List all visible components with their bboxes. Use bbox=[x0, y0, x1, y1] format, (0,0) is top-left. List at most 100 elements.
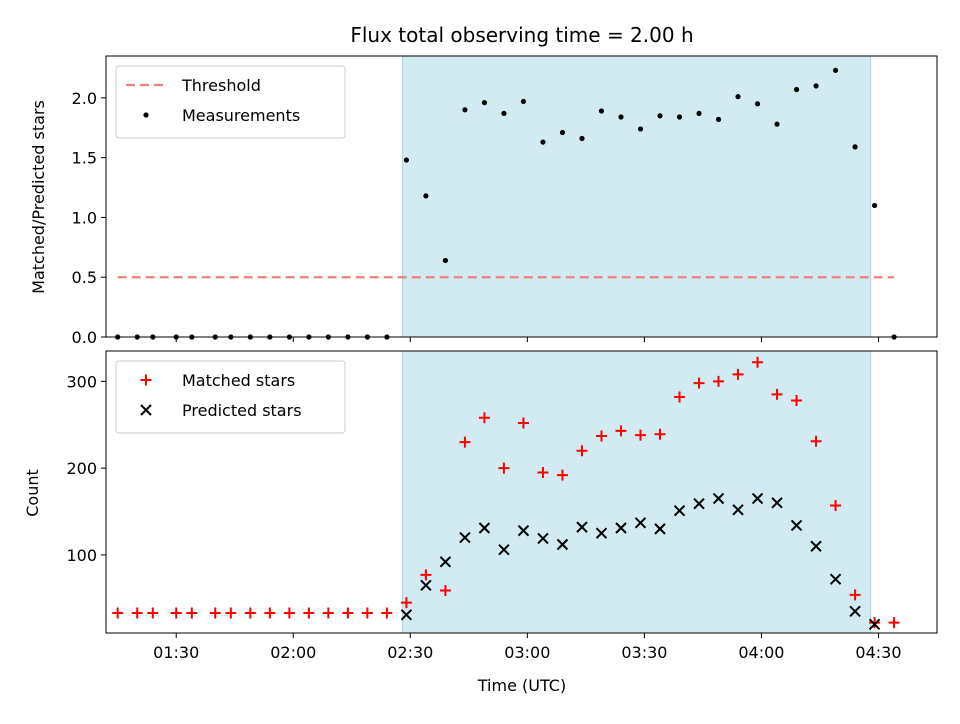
predicted-stars-point-18 bbox=[459, 531, 471, 544]
measurements-point-36 bbox=[813, 83, 819, 89]
matched-stars-point-5 bbox=[209, 607, 221, 619]
legend-label-0-1: Measurements bbox=[182, 106, 300, 125]
observing-window-0 bbox=[402, 55, 872, 338]
x-tick-label-3: 03:00 bbox=[504, 643, 550, 662]
measurements-point-23 bbox=[559, 129, 566, 136]
measurements-point-24 bbox=[579, 135, 585, 142]
matched-stars-point-14 bbox=[381, 607, 393, 619]
matched-stars-point-29 bbox=[674, 391, 686, 403]
matched-stars-point-19 bbox=[478, 412, 490, 424]
y-axis-label-ratio: Matched/Predicted stars bbox=[29, 100, 48, 294]
predicted-stars-point-17 bbox=[439, 556, 452, 568]
legend-predicted-stars-point-swatch bbox=[140, 404, 152, 416]
predicted-stars-point-22 bbox=[537, 532, 549, 545]
predicted-stars-point-15 bbox=[400, 609, 413, 621]
legend-box-1 bbox=[115, 360, 346, 434]
x-tick-label-1: 02:00 bbox=[270, 643, 316, 662]
matched-stars-point-16 bbox=[420, 569, 432, 581]
measurements-point-15 bbox=[403, 157, 410, 163]
matched-stars-point-26 bbox=[615, 425, 627, 437]
predicted-stars-point-19 bbox=[478, 522, 491, 534]
matched-stars-point-36 bbox=[810, 435, 822, 447]
matched-stars-point-31 bbox=[713, 375, 725, 387]
measurements-point-37 bbox=[832, 67, 839, 73]
matched-stars-point-0 bbox=[112, 607, 124, 619]
chart-title: Flux total observing time = 2.00 h bbox=[350, 23, 693, 47]
measurements-point-31 bbox=[715, 116, 722, 122]
matched-stars-point-33 bbox=[752, 356, 764, 368]
y-tick-label-0-0: 0.0 bbox=[72, 328, 97, 347]
matched-stars-point-30 bbox=[693, 377, 705, 389]
observing-window-1 bbox=[402, 350, 872, 634]
y-tick-label-0-3: 1.5 bbox=[72, 149, 97, 168]
measurements-point-19 bbox=[481, 100, 488, 106]
predicted-stars-point-25 bbox=[595, 527, 608, 539]
measurements-point-25 bbox=[598, 108, 605, 114]
predicted-stars-point-24 bbox=[576, 521, 588, 533]
predicted-stars-point-16 bbox=[420, 579, 432, 591]
measurements-point-26 bbox=[618, 114, 624, 120]
matched-stars-point-27 bbox=[634, 429, 646, 441]
y-tick-label-1-1: 200 bbox=[66, 459, 97, 478]
matched-stars-point-39 bbox=[869, 617, 881, 629]
x-tick-label-4: 03:30 bbox=[621, 643, 667, 662]
matched-stars-point-9 bbox=[283, 607, 295, 619]
predicted-stars-point-26 bbox=[615, 522, 627, 534]
matched-stars-point-24 bbox=[576, 445, 588, 457]
measurements-point-28 bbox=[657, 113, 663, 119]
matched-stars-point-25 bbox=[595, 430, 607, 442]
predicted-stars-point-35 bbox=[790, 519, 803, 532]
matched-stars-point-28 bbox=[654, 428, 666, 440]
matched-stars-point-21 bbox=[517, 417, 529, 429]
matched-stars-point-37 bbox=[830, 499, 842, 511]
x-tick-label-6: 04:30 bbox=[855, 643, 901, 662]
y-tick-label-0-2: 1.0 bbox=[72, 208, 97, 227]
measurements-point-17 bbox=[442, 257, 449, 264]
measurements-point-32 bbox=[735, 94, 741, 100]
predicted-stars-point-30 bbox=[693, 498, 705, 510]
y-axis-label-count: Count bbox=[23, 469, 42, 517]
legend-label-1-1: Predicted stars bbox=[182, 401, 302, 420]
count-panel: 100 200 300 01:30 02:00 02:30 03:00 03:30 04:00 0… bbox=[66, 350, 938, 662]
matched-stars-point-40 bbox=[888, 617, 900, 629]
measurements-point-39 bbox=[871, 202, 878, 209]
predicted-stars-point-32 bbox=[732, 504, 744, 516]
x-tick-label-2: 02:30 bbox=[387, 643, 433, 662]
predicted-stars-point-23 bbox=[556, 538, 569, 551]
legend-label-0-0: Threshold bbox=[181, 76, 261, 95]
matched-stars-point-7 bbox=[244, 607, 256, 619]
matched-stars-point-12 bbox=[342, 607, 354, 619]
predicted-stars-point-28 bbox=[654, 523, 666, 535]
x-tick-label-0: 01:30 bbox=[153, 643, 199, 662]
measurements-point-30 bbox=[696, 110, 702, 116]
matched-stars-point-15 bbox=[400, 597, 412, 609]
predicted-stars-point-21 bbox=[517, 524, 530, 537]
matched-stars-point-23 bbox=[556, 469, 568, 481]
axes-frame-0 bbox=[105, 55, 938, 338]
measurements-point-20 bbox=[501, 110, 507, 116]
matched-stars-point-1 bbox=[131, 607, 143, 619]
legend-box-0 bbox=[115, 65, 346, 139]
measurements-point-27 bbox=[637, 126, 644, 132]
measurements-point-22 bbox=[540, 139, 546, 145]
matched-stars-point-20 bbox=[498, 462, 510, 474]
measurements-point-21 bbox=[520, 98, 527, 105]
legend-label-1-0: Matched stars bbox=[182, 371, 295, 390]
x-axis-label: Time (UTC) bbox=[477, 676, 566, 695]
measurements-point-34 bbox=[774, 121, 780, 127]
matched-stars-point-6 bbox=[225, 607, 237, 619]
matched-stars-point-8 bbox=[264, 607, 276, 619]
matched-stars-point-22 bbox=[537, 466, 549, 478]
matched-stars-point-17 bbox=[439, 584, 451, 596]
predicted-stars-point-39 bbox=[868, 618, 881, 631]
y-tick-label-0-4: 2.0 bbox=[72, 89, 97, 108]
predicted-stars-point-34 bbox=[771, 497, 783, 509]
matched-stars-point-10 bbox=[303, 607, 315, 619]
y-tick-label-0-1: 0.5 bbox=[72, 268, 97, 287]
predicted-stars-point-27 bbox=[634, 517, 647, 529]
matched-stars-point-13 bbox=[361, 607, 373, 619]
matched-stars-point-35 bbox=[791, 394, 803, 406]
matched-stars-point-18 bbox=[459, 436, 471, 448]
measurements-point-29 bbox=[676, 114, 683, 120]
